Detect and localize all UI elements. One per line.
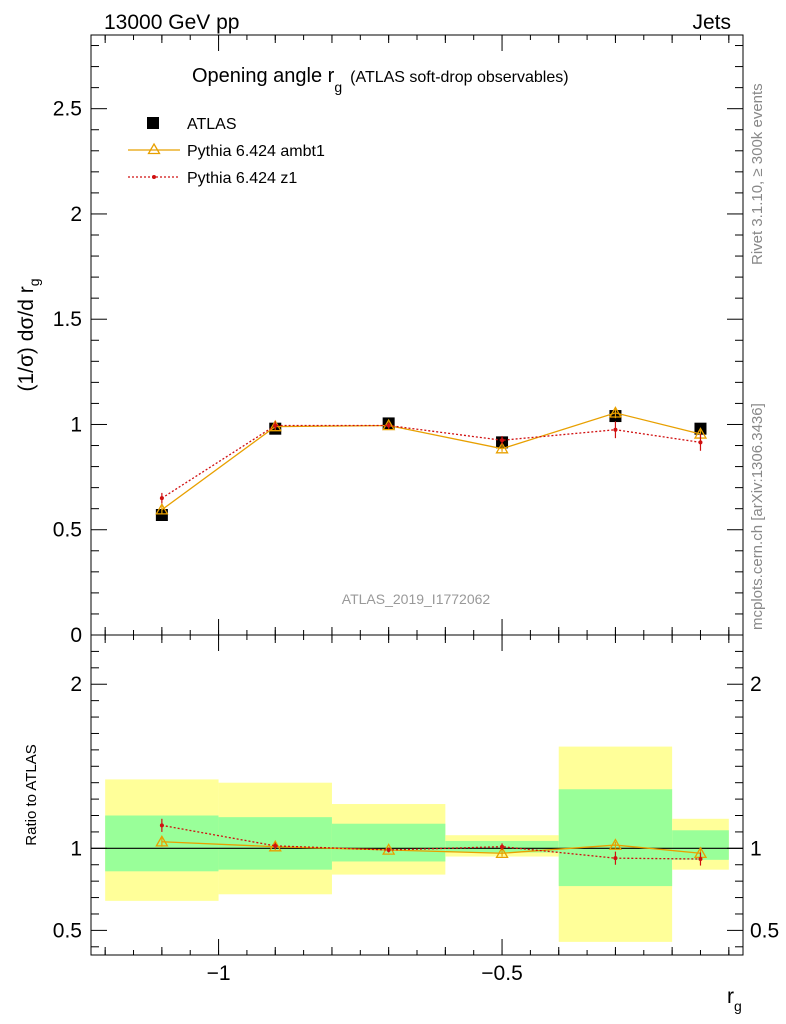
z1-marker [500, 438, 505, 443]
ambt1-marker [495, 441, 509, 454]
x-axis-label-text: r [727, 985, 734, 1008]
z1-ratio-marker [386, 847, 391, 852]
ratio-y-tick-label-left: 0.5 [53, 919, 82, 942]
axis-tick-labels: −1 −0.5 0 0.5 1 1.5 2 2.5 0.5 0.5 1 1 2 2 [53, 98, 779, 985]
z1-marker [159, 496, 164, 501]
main-y-tick-label: 0 [70, 624, 82, 647]
z1-line [161, 424, 701, 499]
legend-label-atlas: ATLAS [187, 116, 237, 133]
main-y-axis-label-text: (1/σ) dσ/d r [15, 286, 38, 391]
legend-marker-z1 [152, 175, 156, 179]
z1-ratio-marker [698, 857, 703, 861]
ratio-band-inner [558, 789, 673, 887]
ambt1-marker [382, 418, 396, 431]
ambt1-ratio-line [161, 841, 701, 854]
ambt1-line [161, 412, 701, 511]
ratio-y-tick-label-right: 2 [750, 673, 762, 696]
header-left: 13000 GeV pp [104, 11, 239, 34]
legend: ATLAS Pythia 6.424 ambt1 Pythia 6.424 z1 [128, 116, 325, 187]
ratio-band-inner [331, 823, 446, 862]
mcplots-text: mcplots.cern.ch [arXiv:1306.3436] [749, 403, 766, 630]
legend-label-ambt1: Pythia 6.424 ambt1 [187, 143, 325, 160]
ratio-y-axis-label: Ratio to ATLAS [23, 744, 40, 845]
header-right: Jets [692, 11, 731, 34]
main-y-tick-label: 1.5 [53, 308, 82, 331]
ambt1-marker [155, 502, 169, 515]
ratio-y-tick-label-left: 1 [70, 837, 82, 860]
atlas-data-point [155, 509, 168, 521]
main-y-tick-label: 2.5 [53, 98, 82, 121]
ratio-y-tick-label-right: 1 [750, 837, 762, 860]
main-y-axis-label-sub: g [26, 278, 42, 286]
legend-marker-ambt1 [147, 142, 161, 155]
z1-marker [698, 440, 703, 445]
axis-ticks [91, 35, 743, 955]
z1-marker [273, 423, 278, 428]
plot-title-paren: (ATLAS soft-drop observables) [350, 69, 568, 86]
z1-ratio-marker [613, 856, 618, 861]
main-y-axis-label: (1/σ) dσ/d rg [15, 278, 42, 391]
analysis-id: ATLAS_2019_I1772062 [342, 591, 491, 607]
main-y-tick-label: 0.5 [53, 519, 82, 542]
z1-ratio-marker [159, 823, 164, 828]
ambt1-ratio-marker [495, 846, 509, 859]
z1-ratio-marker [500, 844, 505, 849]
plot-title: Opening angle rg (ATLAS soft-drop observa… [192, 65, 569, 95]
ratio-y-tick-label-right: 0.5 [750, 919, 779, 942]
main-y-tick-label: 1 [70, 413, 82, 436]
x-tick-label: −1 [207, 962, 231, 985]
main-series [155, 406, 708, 521]
ambt1-ratio-marker [608, 838, 623, 850]
z1-ratio-line [161, 824, 701, 860]
z1-ratio-marker [273, 843, 278, 848]
ratio-y-tick-label-left: 2 [70, 673, 82, 696]
legend-label-z1: Pythia 6.424 z1 [187, 170, 297, 187]
x-axis-label: rg [727, 985, 742, 1014]
x-axis-label-sub: g [734, 998, 742, 1014]
plot-title-main: Opening angle r [192, 65, 335, 87]
main-y-tick-label: 2 [70, 203, 82, 226]
main-plot-frame [90, 34, 744, 636]
z1-marker [613, 427, 618, 432]
legend-marker-atlas [147, 117, 159, 129]
z1-marker [386, 423, 391, 428]
rivet-version-text: Rivet 3.1.10, ≥ 300k events [749, 83, 766, 265]
x-tick-label: −0.5 [481, 962, 522, 985]
ambt1-marker [608, 406, 623, 418]
plot-title-sub: g [334, 79, 342, 95]
ratio-series [155, 818, 708, 866]
ambt1-ratio-marker [155, 834, 169, 847]
